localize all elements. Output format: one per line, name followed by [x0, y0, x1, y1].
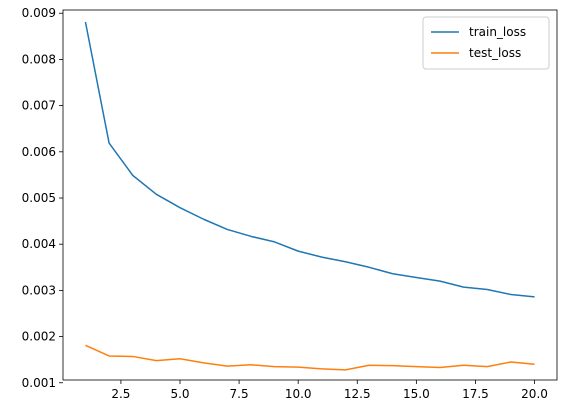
x-tick-label: 7.5	[230, 387, 249, 401]
legend-box	[422, 16, 550, 70]
y-tick-label: 0.009	[22, 6, 56, 20]
y-tick-label: 0.004	[22, 237, 56, 251]
x-tick-label: 2.5	[111, 387, 130, 401]
y-tick-label: 0.007	[22, 99, 56, 113]
legend-label-train-loss: train_loss	[469, 25, 526, 39]
y-tick-label: 0.001	[22, 376, 56, 390]
x-tick-label: 17.5	[462, 387, 489, 401]
series-layer	[84, 21, 535, 371]
x-tick-label: 5.0	[170, 387, 189, 401]
plot-area	[63, 10, 557, 380]
legend: train_loss test_loss	[422, 16, 550, 70]
y-tick-label: 0.005	[22, 191, 56, 205]
x-tick-label: 12.5	[344, 387, 371, 401]
plot-frame	[62, 9, 558, 381]
legend-label-test-loss: test_loss	[469, 46, 521, 60]
y-tick-label: 0.008	[22, 52, 56, 66]
x-axis-ticks: 2.5 5.0 7.5 10.0 12.5 15.0 17.5 20.0	[111, 380, 548, 401]
y-axis-ticks: 0.001 0.002 0.003 0.004 0.005 0.006 0.007 0.008…	[22, 6, 63, 390]
y-tick-label: 0.006	[22, 145, 56, 159]
x-tick-label: 15.0	[403, 387, 430, 401]
y-tick-label: 0.003	[22, 283, 56, 297]
x-tick-label: 10.0	[285, 387, 312, 401]
series-line-test-loss	[85, 344, 535, 371]
x-tick-label: 20.0	[521, 387, 548, 401]
y-tick-label: 0.002	[22, 330, 56, 344]
series-line-train-loss	[84, 21, 535, 298]
